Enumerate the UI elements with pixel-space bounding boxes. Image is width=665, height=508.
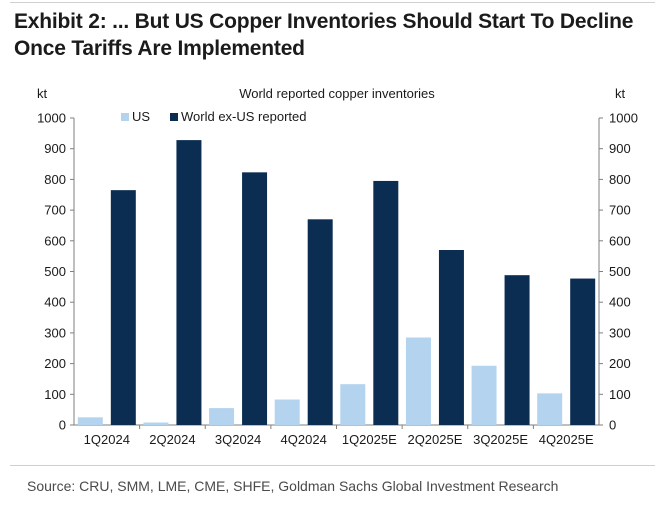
y-tick-label-left: 900 [44,141,66,156]
bar-world-ex-us [373,180,399,425]
x-tick-label: 4Q2024 [281,432,327,447]
legend-swatch [170,113,178,121]
bar-us [340,384,366,425]
bar-chart: World reported copper inventories kt kt … [37,86,638,448]
bar-world-ex-us [504,275,530,425]
legend-label: US [132,109,150,124]
y-tick-label-right: 0 [609,418,616,433]
x-tick-label: 3Q2024 [215,432,261,447]
y-axis-left-unit: kt [37,86,48,101]
legend-label: World ex-US reported [181,109,306,124]
bar-us [274,399,300,425]
x-tick-label: 3Q2025E [473,432,528,447]
y-tick-label-right: 700 [609,203,631,218]
chart-title: World reported copper inventories [239,86,435,101]
bar-us [537,393,563,425]
y-tick-label-left: 500 [44,264,66,279]
x-tick-label: 1Q2024 [84,432,130,447]
y-tick-label-right: 900 [609,141,631,156]
x-tick-label: 4Q2025E [539,432,594,447]
y-tick-label-right: 400 [609,295,631,310]
bar-world-ex-us [110,190,136,425]
tick-labels: 0 0 100 100 200 200 300 300 400 400 500 500 600 600 70… [37,111,638,448]
y-tick-label-left: 0 [59,418,66,433]
y-tick-label-right: 100 [609,387,631,402]
bars [77,140,596,425]
y-tick-label-left: 400 [44,295,66,310]
bar-world-ex-us [307,219,333,425]
bar-world-ex-us [242,172,268,425]
y-tick-label-left: 100 [44,387,66,402]
bottom-rule [10,465,655,466]
y-tick-label-right: 800 [609,172,631,187]
exhibit-title-line-1: Exhibit 2: ... But US Copper Inventories… [14,10,634,33]
x-tick-label: 2Q2025E [407,432,462,447]
bar-us [471,365,497,425]
y-axis-right-unit: kt [615,86,626,101]
y-tick-label-right: 300 [609,325,631,340]
y-tick-label-left: 600 [44,233,66,248]
legend: US World ex-US reported [121,109,306,124]
y-tick-label-left: 1000 [37,111,66,126]
source-note: Source: CRU, SMM, LME, CME, SHFE, Goldma… [27,478,559,494]
bar-world-ex-us [438,250,464,425]
exhibit-title-line-2: Once Tariffs Are Implemented [14,37,305,60]
exhibit-title: Exhibit 2: ... But US Copper Inventories… [14,8,654,62]
legend-swatch [121,113,129,121]
bar-world-ex-us [176,140,202,425]
y-tick-label-left: 800 [44,172,66,187]
x-tick-label: 2Q2024 [149,432,195,447]
bar-world-ex-us [570,278,596,425]
y-tick-label-left: 300 [44,325,66,340]
bar-us [143,422,169,425]
y-tick-label-left: 700 [44,203,66,218]
y-tick-label-right: 1000 [609,111,638,126]
bar-us [209,408,235,425]
bar-us [405,337,431,425]
bar-us [77,417,103,425]
y-tick-label-right: 600 [609,233,631,248]
y-tick-label-right: 200 [609,356,631,371]
top-rule [10,2,655,3]
y-tick-label-left: 200 [44,356,66,371]
y-tick-label-right: 500 [609,264,631,279]
x-tick-label: 1Q2025E [342,432,397,447]
